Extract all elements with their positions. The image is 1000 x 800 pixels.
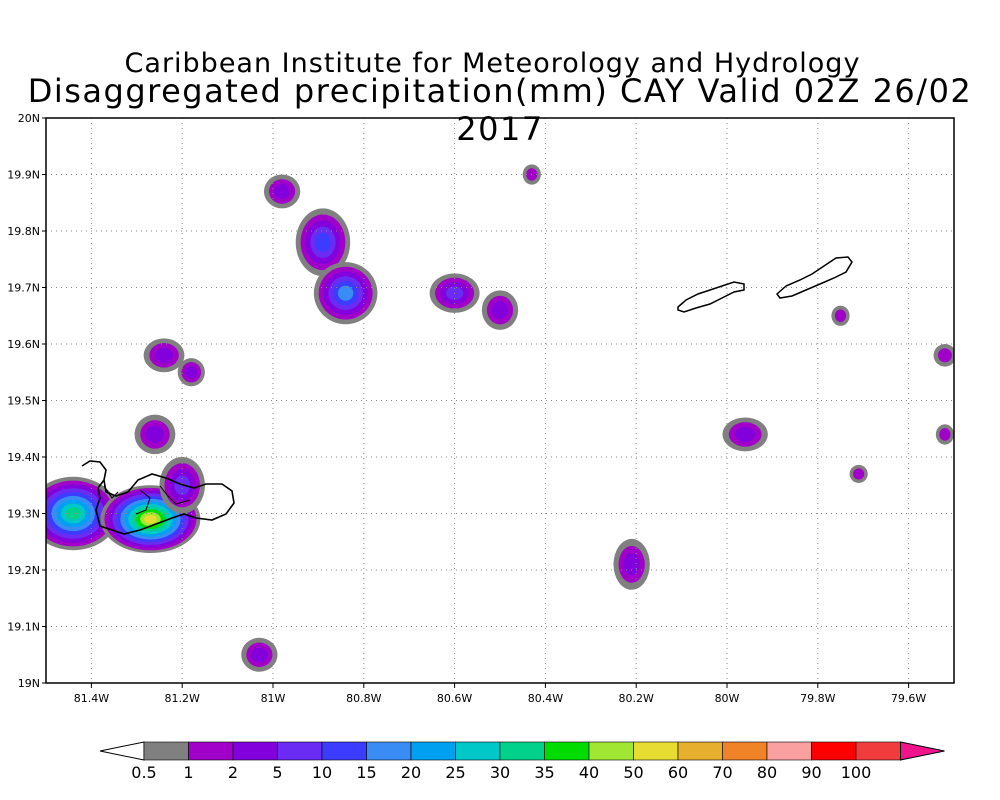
tick-label-lon-1: 81.2W <box>165 692 200 705</box>
tick-label-lon-4: 80.6W <box>437 692 472 705</box>
precip-cell-15-level-1 <box>834 309 847 323</box>
colorbar-swatch-10 <box>588 741 634 761</box>
precip-cell-17-level-1 <box>937 348 952 363</box>
precip-cell-6-level-2 <box>251 647 268 663</box>
tick-label-lat-8: 19.8N <box>7 225 40 238</box>
colorbar-label-14: 80 <box>757 763 777 782</box>
precip-cell-3-level-2 <box>145 425 165 444</box>
colorbar-swatch-15 <box>811 741 857 761</box>
precip-cell-7-level-2 <box>274 183 291 199</box>
tick-label-lon-9: 79.6W <box>891 692 926 705</box>
precip-cell-1-level-11 <box>144 514 157 524</box>
precip-cell-9-level-5 <box>337 285 354 301</box>
tick-label-lat-9: 19.9N <box>7 169 40 182</box>
colorbar-label-15: 90 <box>801 763 821 782</box>
colorbar-swatch-0 <box>143 741 189 761</box>
tick-label-lon-0: 81.4W <box>74 692 109 705</box>
colorbar-swatch-12 <box>677 741 723 761</box>
precip-cell-5-level-2 <box>185 365 198 379</box>
coastline-little-cayman <box>677 281 745 313</box>
colorbar-label-7: 25 <box>445 763 465 782</box>
tick-label-lon-8: 79.8W <box>800 692 835 705</box>
colorbar-label-5: 15 <box>356 763 376 782</box>
colorbar-swatch-14 <box>766 741 812 761</box>
graticule <box>46 117 954 684</box>
colorbar-swatch-9 <box>544 741 590 761</box>
tick-label-lon-2: 81W <box>261 692 286 705</box>
colorbar-swatch-13 <box>722 741 768 761</box>
colorbar: 0.5 1 2 5 10 15 20 25 30 35 40 50 60 70 80 90 100 <box>99 741 945 782</box>
colorbar-swatch-11 <box>633 741 679 761</box>
precipitation-layer <box>46 164 954 672</box>
colorbar-swatch-4 <box>321 741 367 761</box>
precip-cell-13-level-2 <box>623 553 640 576</box>
precip-cell-14-level-2 <box>735 426 756 442</box>
colorbar-swatch-5 <box>366 741 412 761</box>
coastline-north-sound <box>103 485 191 515</box>
precip-cell-11-level-2 <box>491 301 509 319</box>
tick-label-lat-2: 19.2N <box>7 564 40 577</box>
colorbar-label-13: 70 <box>712 763 732 782</box>
colorbar-label-6: 20 <box>401 763 421 782</box>
colorbar-label-1: 1 <box>183 763 193 782</box>
colorbar-label-8: 30 <box>490 763 510 782</box>
precip-cell-0-level-8 <box>65 507 81 520</box>
colorbar-swatch-7 <box>455 741 501 761</box>
colorbar-label-2: 2 <box>228 763 238 782</box>
tick-label-lat-0: 19N <box>18 677 40 690</box>
colorbar-label-4: 10 <box>312 763 332 782</box>
colorbar-swatch-16 <box>855 741 901 761</box>
coastline-grand-cayman <box>81 460 235 535</box>
tick-label-lon-6: 80.2W <box>619 692 654 705</box>
tick-label-lon-3: 80.8W <box>346 692 381 705</box>
colorbar-label-12: 60 <box>668 763 688 782</box>
colorbar-label-11: 50 <box>623 763 643 782</box>
precip-cell-4-level-2 <box>154 347 174 363</box>
tick-label-lat-6: 19.6N <box>7 338 40 351</box>
colorbar-label-16: 100 <box>841 763 872 782</box>
colorbar-label-3: 5 <box>272 763 282 782</box>
precip-cell-16-level-1 <box>853 468 865 480</box>
colorbar-label-0: 0.5 <box>131 763 156 782</box>
precip-cell-8-level-4 <box>315 232 331 252</box>
tick-label-lat-1: 19.1N <box>7 621 40 634</box>
coastlines <box>81 256 853 535</box>
tick-label-lon-7: 80W <box>715 692 740 705</box>
tick-label-lat-7: 19.7N <box>7 282 40 295</box>
chart-subtitle: Disaggregated precipitation(mm) CAY Vali… <box>27 72 973 148</box>
colorbar-label-9: 35 <box>534 763 554 782</box>
coastline-cayman-brac <box>775 256 853 299</box>
colorbar-swatch-3 <box>277 741 323 761</box>
colorbar-over-triangle <box>900 741 945 761</box>
tick-label-lon-5: 80.4W <box>528 692 563 705</box>
colorbar-swatch-6 <box>410 741 456 761</box>
tick-label-lat-4: 19.4N <box>7 451 40 464</box>
tick-label-lat-10: 20N <box>18 112 40 125</box>
colorbar-under-triangle <box>99 741 145 761</box>
axis-ticks: 81.4W 81.2W 81W 80.8W 80.6W 80.4W 80.2W 80W 79.8… <box>7 112 926 705</box>
colorbar-swatch-8 <box>499 741 545 761</box>
precip-cell-18-level-1 <box>939 428 951 441</box>
colorbar-swatch-1 <box>188 741 234 761</box>
colorbar-label-10: 40 <box>579 763 599 782</box>
chart-title: Caribbean Institute for Meteorology and … <box>124 48 861 79</box>
colorbar-swatch-2 <box>232 741 278 761</box>
tick-label-lat-5: 19.5N <box>7 395 40 408</box>
tick-label-lat-3: 19.3N <box>7 508 40 521</box>
